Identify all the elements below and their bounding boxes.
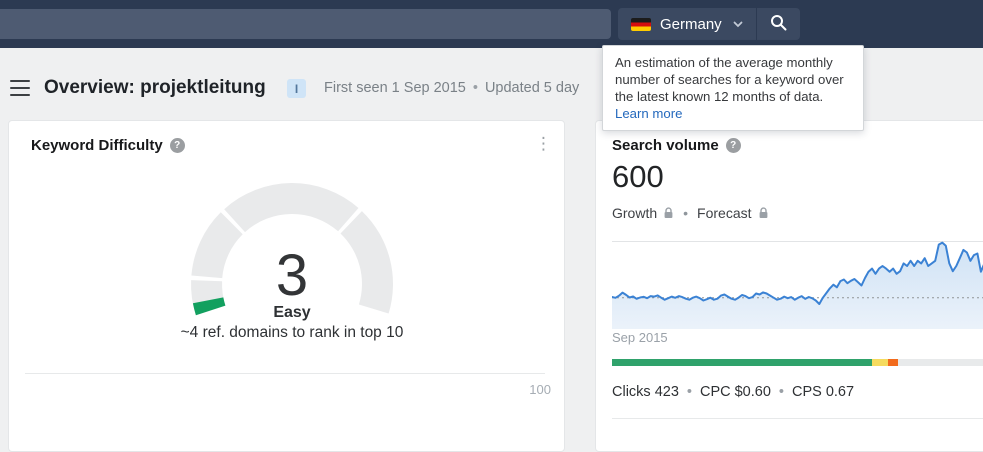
divider <box>25 373 545 374</box>
learn-more-link[interactable]: Learn more <box>615 106 683 121</box>
kebab-menu-icon[interactable]: ⋮ <box>535 134 552 153</box>
axis-max-label: 100 <box>529 382 551 397</box>
difficulty-gauge-chart <box>191 183 394 316</box>
keyword-search-input[interactable] <box>0 9 611 39</box>
search-icon <box>770 14 787 34</box>
germany-flag-icon <box>631 17 651 31</box>
country-label: Germany <box>660 15 722 33</box>
bar-segment <box>612 359 873 366</box>
lock-icon <box>663 207 674 219</box>
info-badge[interactable]: I <box>287 79 306 98</box>
clicks-metric: Clicks 423 <box>612 384 679 400</box>
search-volume-tooltip: An estimation of the average monthly num… <box>602 45 864 131</box>
header-meta: First seen 1 Sep 2015 • Updated 5 day <box>324 80 579 96</box>
topbar: Germany <box>0 0 983 48</box>
bullet-separator: • <box>778 384 784 400</box>
difficulty-note: ~4 ref. domains to rank in top 10 <box>180 324 404 341</box>
chevron-down-icon <box>733 21 743 28</box>
bar-segment <box>888 359 899 366</box>
metrics-row: Clicks 423 • CPC $0.60 • CPS 0.67 <box>612 384 854 400</box>
first-seen-text: First seen 1 Sep 2015 <box>324 80 466 96</box>
growth-forecast-row: Growth • Forecast <box>612 205 769 221</box>
bullet-separator: • <box>683 205 689 221</box>
search-volume-value: 600 <box>612 159 664 194</box>
cps-metric: CPS 0.67 <box>791 384 855 400</box>
card-title: Keyword Difficulty <box>31 137 163 154</box>
search-button[interactable] <box>757 8 800 40</box>
search-volume-trend-chart <box>612 241 983 329</box>
page-title: Overview: projektleitung <box>44 77 266 98</box>
menu-icon[interactable] <box>10 80 30 96</box>
country-search-group: Germany <box>618 8 800 40</box>
forecast-link[interactable]: Forecast <box>697 205 752 221</box>
keyword-difficulty-card: Keyword Difficulty ? ⋮ 3 Easy ~4 ref. do… <box>8 120 565 452</box>
clicks-distribution-bar <box>612 359 983 366</box>
difficulty-value: 3 <box>275 243 309 308</box>
country-selector-button[interactable]: Germany <box>618 8 756 40</box>
bar-segment <box>898 359 983 366</box>
bullet-separator: • <box>686 384 692 400</box>
x-axis-first-label: Sep 2015 <box>612 330 668 345</box>
growth-link[interactable]: Growth <box>612 205 658 221</box>
search-volume-card: Search volume ? 600 Growth • Forecast Se… <box>595 120 983 452</box>
help-icon[interactable]: ? <box>169 138 185 153</box>
divider <box>755 8 757 40</box>
tooltip-text: An estimation of the average monthly num… <box>615 55 844 104</box>
cpc-metric: CPC $0.60 <box>699 384 771 400</box>
lock-icon <box>758 207 769 219</box>
bullet-separator: • <box>472 80 478 96</box>
bar-segment <box>872 359 889 366</box>
help-icon[interactable]: ? <box>725 138 741 153</box>
difficulty-label: Easy <box>273 304 311 321</box>
card-title: Search volume <box>612 137 719 154</box>
updated-text: Updated 5 day <box>484 80 580 96</box>
